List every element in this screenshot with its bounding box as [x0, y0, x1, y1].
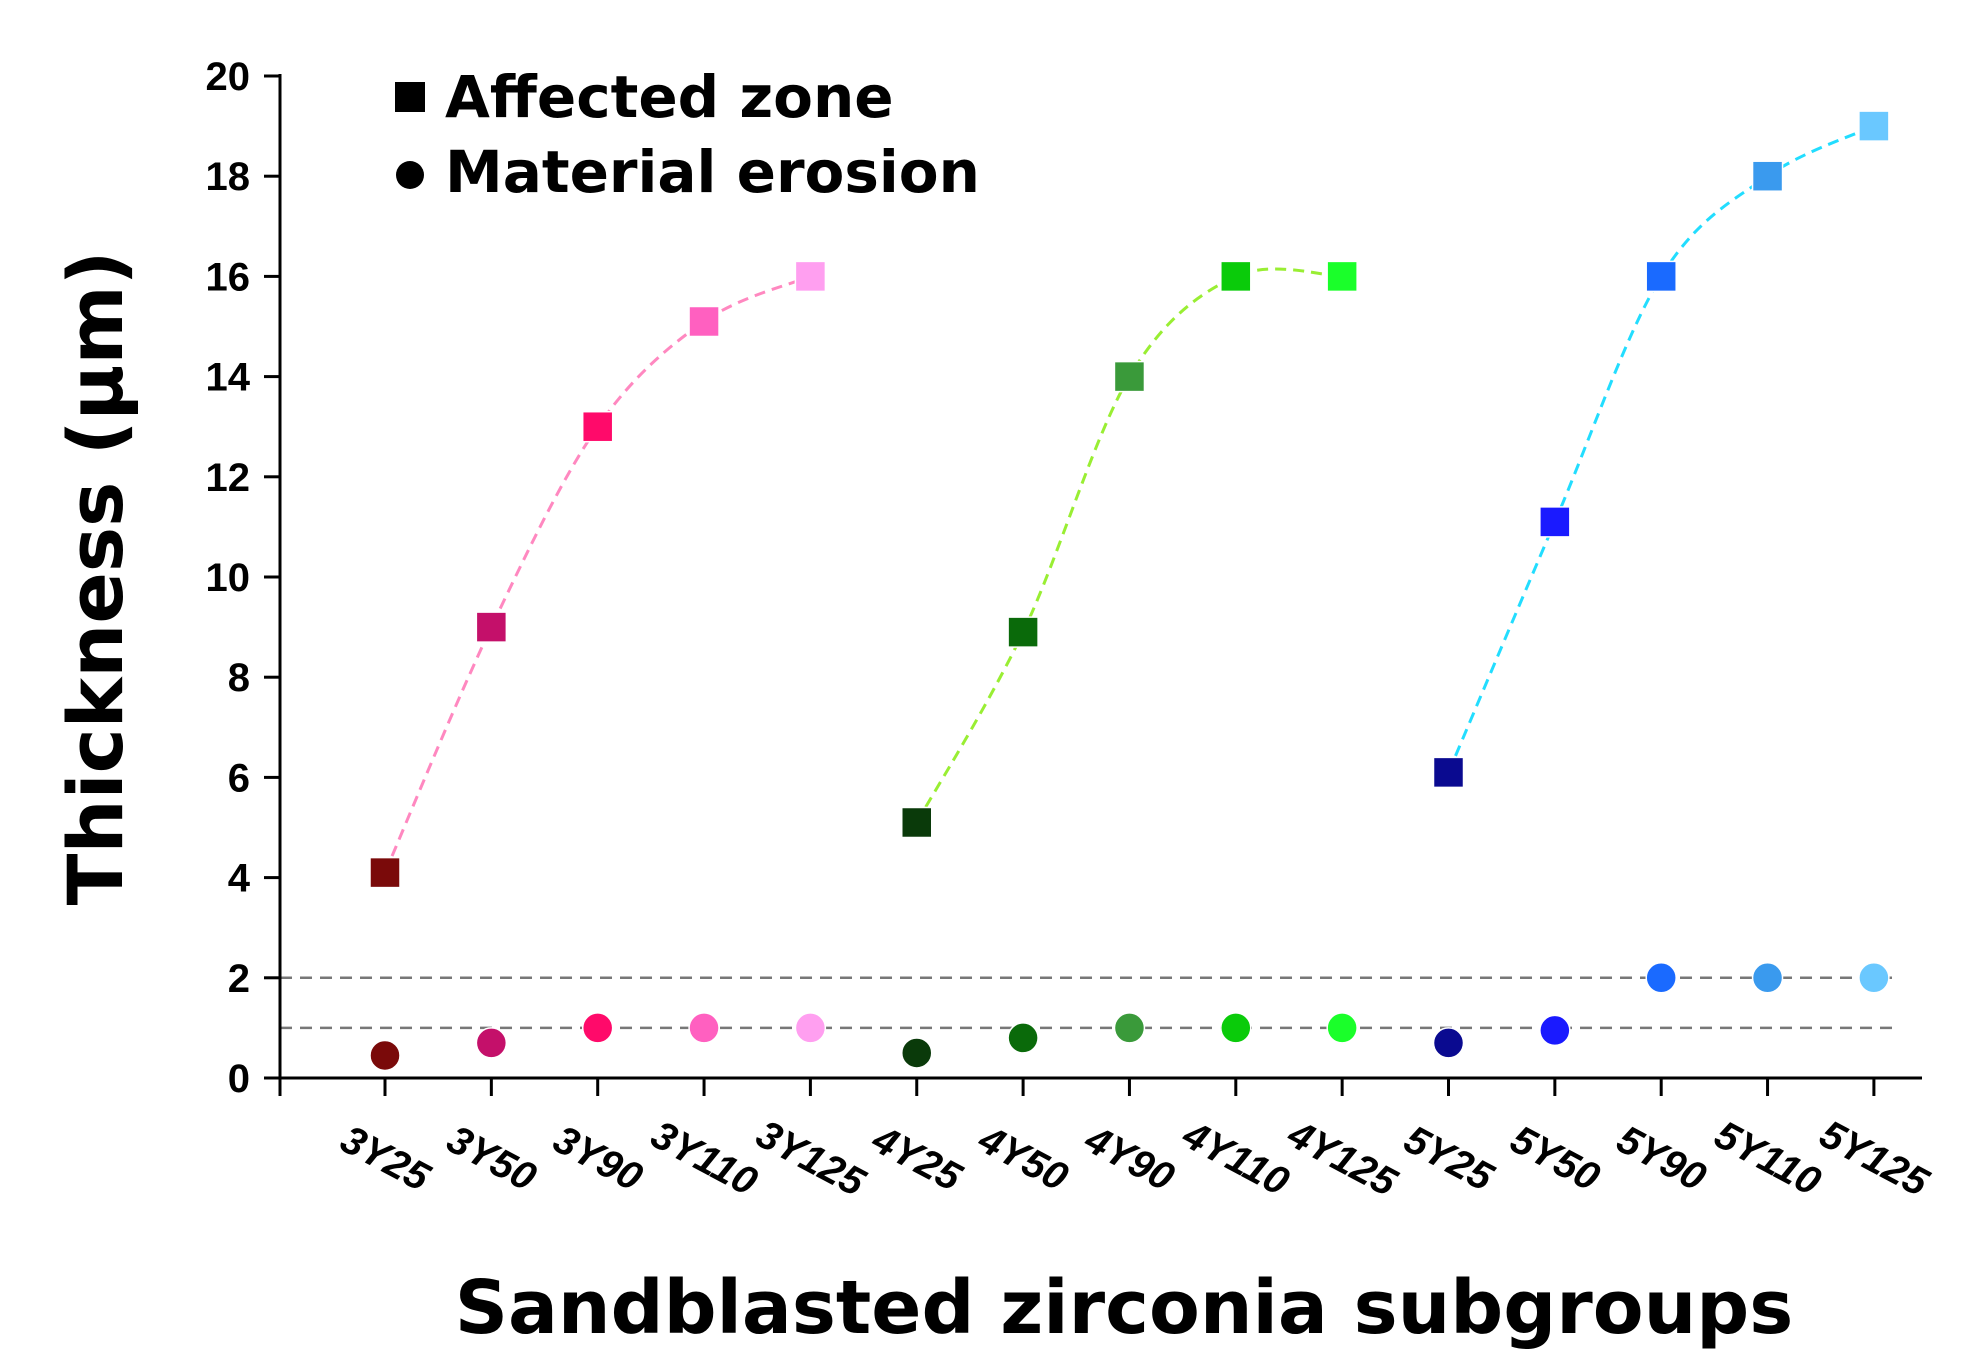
series-line-5y: [1447, 124, 1875, 773]
affected-zone-point: [1432, 756, 1465, 789]
series-markers: [369, 110, 1890, 1072]
y-tick-label: 20: [206, 55, 251, 99]
x-axis-title: Sandblasted zirconia subgroups: [455, 1265, 1794, 1351]
legend-circle-icon: [396, 161, 424, 189]
y-tick-label: 10: [206, 556, 251, 600]
x-tick-label: 4Y125: [1280, 1111, 1404, 1205]
y-tick-label: 2: [228, 957, 250, 1001]
x-tick-label: 3Y90: [546, 1117, 649, 1200]
affected-zone-point: [1220, 260, 1252, 293]
y-tick-label: 16: [206, 255, 251, 299]
y-tick-label: 4: [228, 857, 251, 901]
legend-label: Affected zone: [445, 63, 894, 131]
material-erosion-point: [1326, 1012, 1358, 1044]
affected-zone-point: [1858, 110, 1890, 142]
affected-zone-point: [581, 410, 614, 443]
x-tick-label: 5Y125: [1813, 1112, 1936, 1206]
legend-square-icon: [395, 82, 425, 112]
x-tick-label: 5Y110: [1708, 1113, 1828, 1205]
affected-zone-point: [369, 856, 401, 889]
material-erosion-point: [1113, 1012, 1146, 1044]
y-tick-label: 18: [206, 155, 251, 199]
material-erosion-point: [475, 1027, 508, 1059]
affected-zone-point: [1539, 506, 1571, 538]
legend-label: Material erosion: [445, 138, 980, 206]
affected-zone-point: [1007, 616, 1039, 648]
affected-zone-point: [1326, 260, 1358, 293]
x-tick-label: 5Y25: [1397, 1117, 1501, 1200]
x-tick-label: 3Y50: [440, 1117, 543, 1200]
series-lines: [383, 124, 1875, 874]
material-erosion-point: [1007, 1022, 1039, 1054]
affected-zone-point: [901, 806, 933, 839]
legend: Affected zone Material erosion: [395, 63, 980, 206]
y-tick-label: 0: [228, 1057, 250, 1101]
material-erosion-point: [1645, 962, 1677, 994]
reference-lines: [280, 976, 1900, 1030]
x-tick-label: 5Y90: [1610, 1117, 1713, 1200]
material-erosion-point: [688, 1012, 720, 1044]
material-erosion-point: [581, 1012, 614, 1044]
x-tick-label: 4Y25: [864, 1117, 969, 1201]
x-tick-label: 4Y90: [1077, 1117, 1181, 1200]
material-erosion-point: [1432, 1027, 1465, 1059]
affected-zone-point: [1645, 260, 1677, 293]
x-tick-label: 3Y25: [334, 1117, 438, 1200]
material-erosion-point: [369, 1039, 401, 1072]
y-tick-label: 12: [206, 456, 251, 500]
material-erosion-point: [1858, 962, 1890, 994]
material-erosion-point: [1751, 962, 1784, 994]
affected-zone-point: [1751, 160, 1784, 192]
affected-zone-point: [475, 611, 508, 643]
affected-zone-point: [1113, 360, 1146, 393]
series-line-4y: [915, 267, 1343, 824]
affected-zone-point: [794, 260, 827, 293]
material-erosion-point: [1539, 1014, 1571, 1047]
y-tick-label: 8: [228, 656, 250, 700]
material-erosion-point: [901, 1037, 933, 1069]
x-tick-label: 5Y50: [1503, 1117, 1606, 1200]
affected-zone-point: [688, 305, 720, 338]
x-tick-label: 3Y125: [749, 1112, 872, 1206]
y-tick-label: 6: [228, 756, 250, 800]
x-tick-label: 4Y50: [971, 1117, 1075, 1200]
x-tick-label: 4Y110: [1175, 1112, 1296, 1204]
material-erosion-point: [794, 1012, 827, 1044]
x-tick-label: 3Y110: [644, 1113, 764, 1205]
material-erosion-point: [1220, 1012, 1252, 1044]
series-line-3y: [383, 275, 811, 874]
y-tick-label: 14: [206, 356, 251, 400]
y-axis-title: Thickness (µm): [51, 251, 140, 906]
